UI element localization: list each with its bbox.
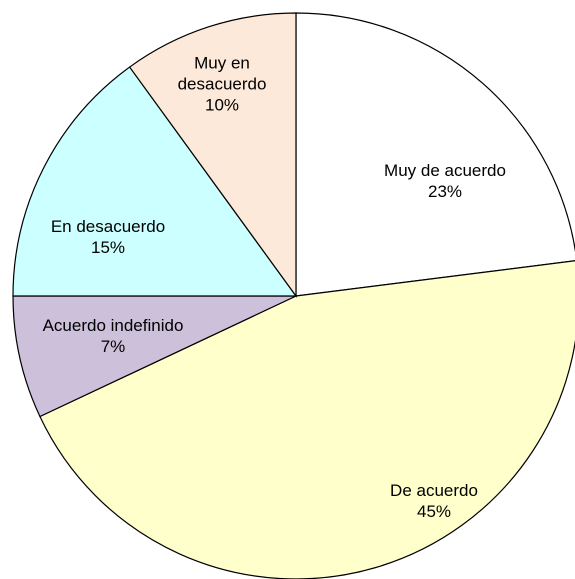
value-label: 23% xyxy=(427,182,463,201)
category-label: Acuerdo indefinido xyxy=(42,316,184,335)
slice-label: Muy en desacuerdo 10% xyxy=(172,53,272,116)
value-label: 15% xyxy=(90,238,126,257)
category-label: De acuerdo xyxy=(390,481,478,500)
slice-label: Acuerdo indefinido 7% xyxy=(13,315,213,357)
category-label: Muy en desacuerdo xyxy=(177,53,267,94)
pie-slice xyxy=(128,12,297,298)
slice-label: De acuerdo 45% xyxy=(334,480,534,522)
pie-slice xyxy=(12,66,298,297)
slice-label: En desacuerdo 15% xyxy=(8,216,208,258)
pie-slice xyxy=(39,260,575,579)
slice-label: Muy de acuerdo 23% xyxy=(345,160,545,202)
value-label: 10% xyxy=(204,95,240,115)
pie-slice xyxy=(295,12,575,297)
pie-slice xyxy=(12,295,297,418)
category-label: Muy de acuerdo xyxy=(384,161,506,180)
value-label: 7% xyxy=(100,337,126,356)
value-label: 45% xyxy=(416,502,452,521)
category-label: En desacuerdo xyxy=(50,217,166,236)
